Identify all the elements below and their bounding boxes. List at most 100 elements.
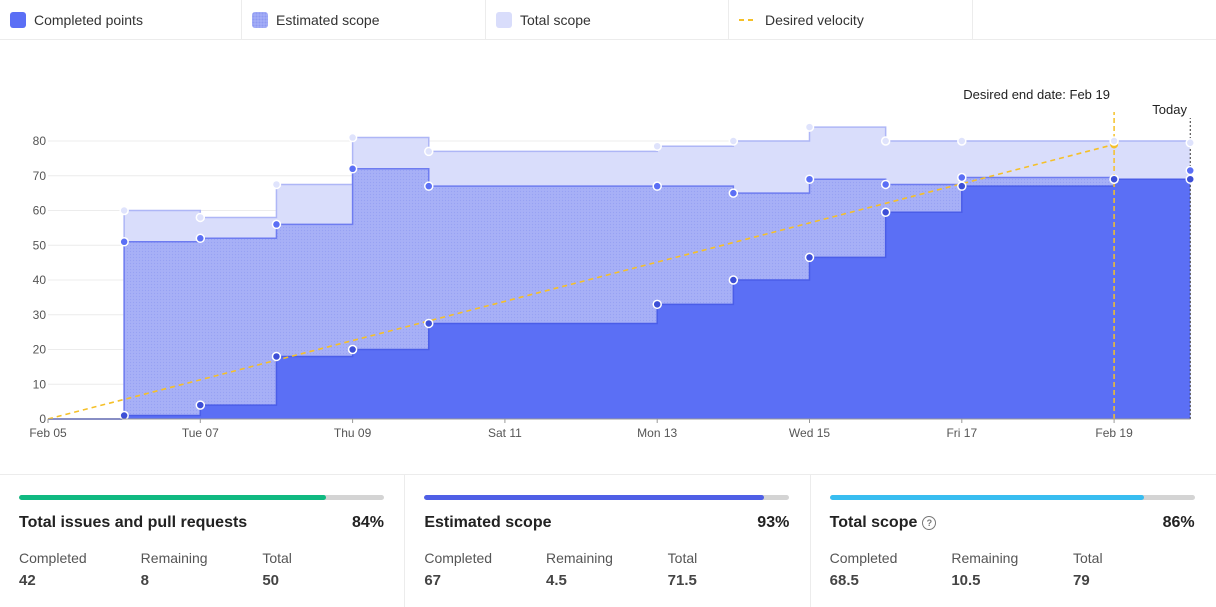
completed-point [728, 275, 739, 285]
total-point [1185, 137, 1195, 148]
stat-label: Total [1073, 550, 1103, 566]
estimated-point [957, 172, 967, 183]
velocity-line [47, 143, 1115, 420]
card-estimated-scope: Estimated scope 93% Completed 67 Remainin… [405, 475, 811, 607]
stat-value: 67 [424, 572, 442, 589]
card-title-text: Total scope [829, 514, 918, 531]
total-point [347, 132, 358, 143]
x-tick-label: Feb 05 [29, 426, 67, 440]
progress-fill [829, 495, 1144, 500]
y-tick-label: 20 [33, 343, 47, 357]
progress-fill [19, 495, 326, 500]
estimated-point [728, 188, 739, 198]
y-tick-label: 60 [33, 204, 47, 218]
completed-point [957, 181, 967, 191]
total-point [271, 179, 282, 190]
legend-label: Estimated scope [276, 12, 380, 28]
completed-point [1109, 174, 1119, 184]
card-percent: 93% [757, 514, 790, 531]
estimated-point [1185, 165, 1195, 176]
stat-value: 42 [19, 572, 36, 589]
total-point [728, 136, 739, 146]
annotations: Desired end date: Feb 19 Today [47, 87, 1191, 420]
completed-point [652, 299, 662, 310]
card-title: Total issues and pull requests [19, 514, 248, 531]
card-percent: 86% [1162, 514, 1195, 531]
completed-point [119, 410, 129, 421]
card-total-issues: Total issues and pull requests 84% Compl… [0, 475, 406, 607]
card-total-scope: Total scope? 86% Completed 68.5 Remaining… [811, 475, 1216, 607]
x-tick-label: Feb 19 [1095, 426, 1133, 440]
y-tick-label: 40 [33, 273, 47, 287]
y-tick-label: 10 [33, 377, 47, 391]
legend-item-estimated[interactable]: Estimated scope [242, 0, 486, 40]
completed-point [195, 400, 206, 410]
estimated-point [652, 181, 662, 191]
completed-point [804, 252, 815, 263]
progress-bar [19, 495, 384, 500]
x-tick-label: Tue 07 [182, 426, 219, 440]
legend-label: Completed points [34, 12, 143, 28]
stat-label: Completed [829, 550, 898, 566]
completed-point [347, 344, 358, 355]
progress-fill [424, 495, 764, 500]
total-point [119, 205, 129, 216]
y-tick-label: 0 [39, 412, 46, 426]
legend-label: Total scope [520, 12, 591, 28]
estimated-point [424, 181, 434, 191]
stat-label: Remaining [140, 550, 208, 566]
completed-point [1185, 174, 1195, 184]
stat-value: 50 [262, 572, 280, 589]
total-swatch-icon [496, 12, 512, 28]
axes: 0 10 20 30 40 50 60 70 80 Feb 05 Tue 07 Thu 09 Sat 1… [29, 134, 1191, 440]
total-point [195, 212, 206, 223]
chart-legend: Completed points Estimated scope Total s… [0, 0, 1216, 40]
x-tick-label: Sat 11 [488, 426, 522, 440]
completed-point [424, 318, 434, 329]
stat-value: 10.5 [951, 572, 981, 589]
card-title: Total scope? [830, 514, 937, 532]
burnup-chart: Desired end date: Feb 19 Today 0 10 20 30 40… [29, 87, 1195, 440]
estimated-point [195, 233, 206, 244]
y-tick-label: 80 [33, 134, 47, 148]
estimated-point [119, 237, 129, 247]
y-tick-label: 30 [33, 308, 47, 322]
stat-label: Remaining [951, 550, 1019, 566]
legend-item-total[interactable]: Total scope [486, 0, 729, 40]
stat-label: Completed [424, 550, 493, 566]
stat-value: 8 [140, 572, 150, 589]
total-point [880, 136, 891, 146]
legend-item-velocity[interactable]: Desired velocity [729, 0, 973, 40]
legend-item-completed[interactable]: Completed points [0, 0, 242, 40]
x-tick-label: Thu 09 [334, 426, 372, 440]
help-circle-icon[interactable]: ? [922, 516, 937, 530]
completed-area [48, 179, 1191, 419]
card-title: Estimated scope [424, 514, 552, 531]
series-areas [48, 126, 1191, 420]
total-point [957, 136, 967, 146]
end-date-label: Desired end date: Feb 19 [963, 87, 1110, 102]
estimated-point [347, 164, 358, 174]
stat-value: 79 [1073, 572, 1090, 589]
estimated-point [880, 179, 891, 190]
stat-label: Total [667, 550, 698, 566]
y-tick-label: 70 [33, 169, 47, 183]
legend-label: Desired velocity [765, 12, 864, 28]
completed-point [271, 351, 282, 362]
stat-value: 68.5 [829, 572, 859, 589]
total-point [652, 141, 662, 151]
completed-point [880, 207, 891, 217]
total-point [424, 146, 434, 157]
stat-label: Completed [19, 550, 87, 566]
x-tick-label: Wed 15 [789, 426, 830, 440]
total-point [804, 122, 815, 132]
y-tick-label: 50 [33, 238, 47, 252]
total-point [1109, 136, 1119, 146]
x-tick-label: Mon 13 [637, 426, 677, 440]
stat-label: Remaining [546, 550, 613, 566]
summary-cards: Total issues and pull requests 84% Compl… [0, 474, 1216, 607]
completed-swatch-icon [10, 12, 26, 28]
estimated-swatch-icon [252, 12, 268, 28]
velocity-dash-icon [739, 19, 757, 21]
today-label: Today [1152, 102, 1187, 117]
